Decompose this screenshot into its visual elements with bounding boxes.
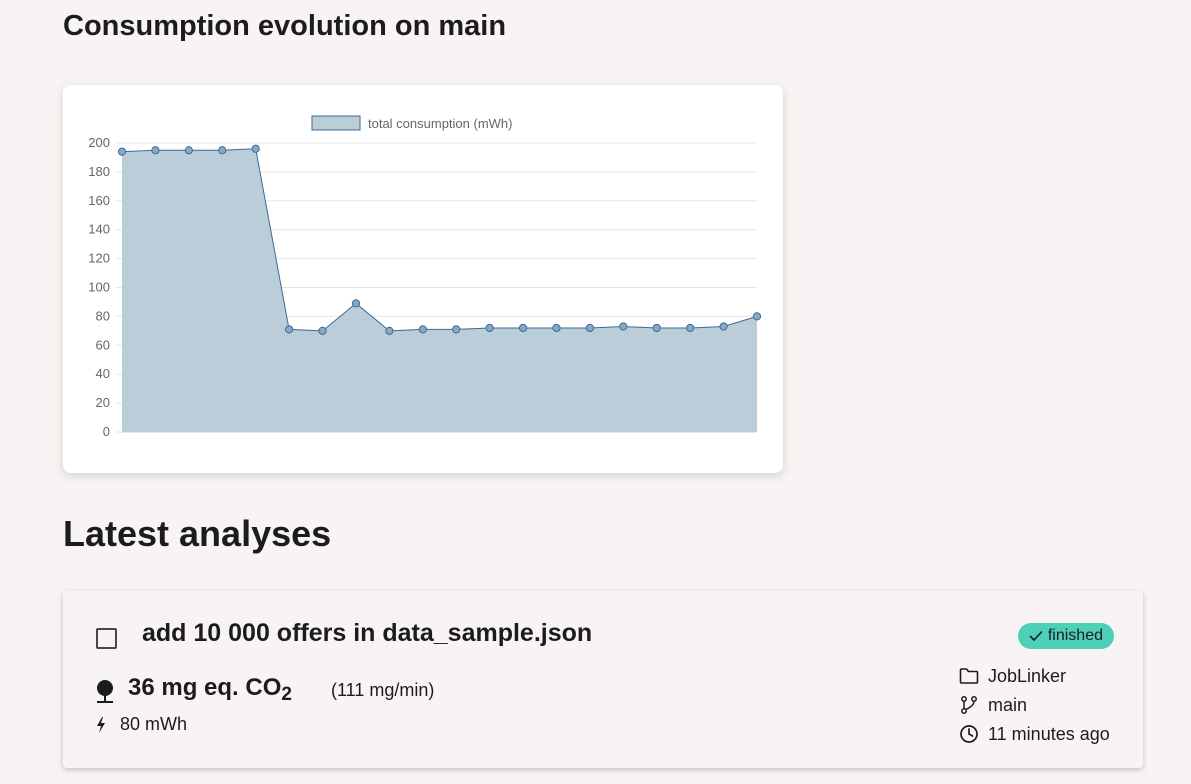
clock-icon [960, 725, 978, 743]
data-point [518, 323, 528, 333]
series-line [121, 148, 758, 332]
chart-section-title: Consumption evolution on main [63, 10, 507, 42]
status-badge: finished [1017, 623, 1114, 649]
data-point [719, 322, 728, 331]
data-point [351, 299, 361, 308]
bolt-icon [97, 717, 105, 733]
commit-title: add 10 000 offers in data_sample.json [142, 619, 593, 647]
co2-subscript: 2 [281, 684, 292, 705]
data-point [218, 146, 227, 155]
data-point [585, 323, 594, 333]
co2-value: 36 mg eq. CO2 [128, 674, 292, 705]
project-row: JobLinker [959, 665, 1110, 687]
data-point [251, 144, 260, 153]
y-tick-label: 160 [88, 193, 110, 208]
y-tick-label: 40 [96, 366, 110, 381]
energy-value: 80 mWh [120, 714, 188, 734]
legend-label: total consumption (mWh) [368, 116, 513, 131]
co2-rate: (111 mg/min) [331, 680, 435, 700]
data-point [184, 146, 193, 155]
legend-swatch [311, 115, 361, 131]
data-point [285, 325, 294, 334]
data-point [686, 323, 695, 333]
time-ago: 11 minutes ago [988, 723, 1110, 744]
consumption-chart: 0 20 40 60 80 100 120 140 160 180 200 total consump… [88, 115, 762, 439]
folder-icon [959, 668, 979, 684]
time-row: 11 minutes ago [959, 723, 1110, 745]
branch-row: main [959, 694, 1110, 716]
data-point [485, 323, 494, 333]
data-point [151, 146, 160, 155]
y-tick-label: 140 [88, 222, 110, 237]
status-label: finished [1047, 627, 1103, 644]
data-point [318, 326, 327, 335]
y-tick-label: 20 [96, 395, 110, 410]
check-icon [1029, 631, 1043, 641]
consumption-chart-card: 0 20 40 60 80 100 120 140 160 180 200 total consump… [63, 85, 783, 473]
data-point [652, 323, 661, 333]
analysis-card[interactable]: add 10 000 offers in data_sample.json fi… [63, 591, 1143, 768]
y-tick-label: 60 [96, 337, 110, 352]
tree-icon [97, 680, 113, 703]
data-point [552, 323, 561, 333]
y-tick-label: 80 [96, 308, 110, 323]
select-checkbox[interactable] [96, 628, 117, 649]
series-area [122, 148, 757, 432]
git-branch-icon [961, 696, 977, 714]
y-tick-label: 200 [88, 135, 110, 150]
y-tick-label: 0 [103, 424, 110, 439]
data-point [117, 147, 127, 156]
analyses-section-title: Latest analyses [63, 513, 332, 554]
data-point [619, 322, 628, 331]
analysis-meta: JobLinker main 11 minutes ago [959, 665, 1110, 745]
y-tick-label: 180 [88, 164, 110, 179]
project-name: JobLinker [988, 665, 1067, 686]
y-tick-label: 100 [88, 280, 110, 295]
data-point [418, 325, 427, 334]
branch-name: main [988, 694, 1028, 715]
y-tick-label: 120 [88, 251, 110, 266]
data-point [452, 325, 461, 334]
data-point [385, 326, 394, 335]
data-point [752, 312, 762, 321]
